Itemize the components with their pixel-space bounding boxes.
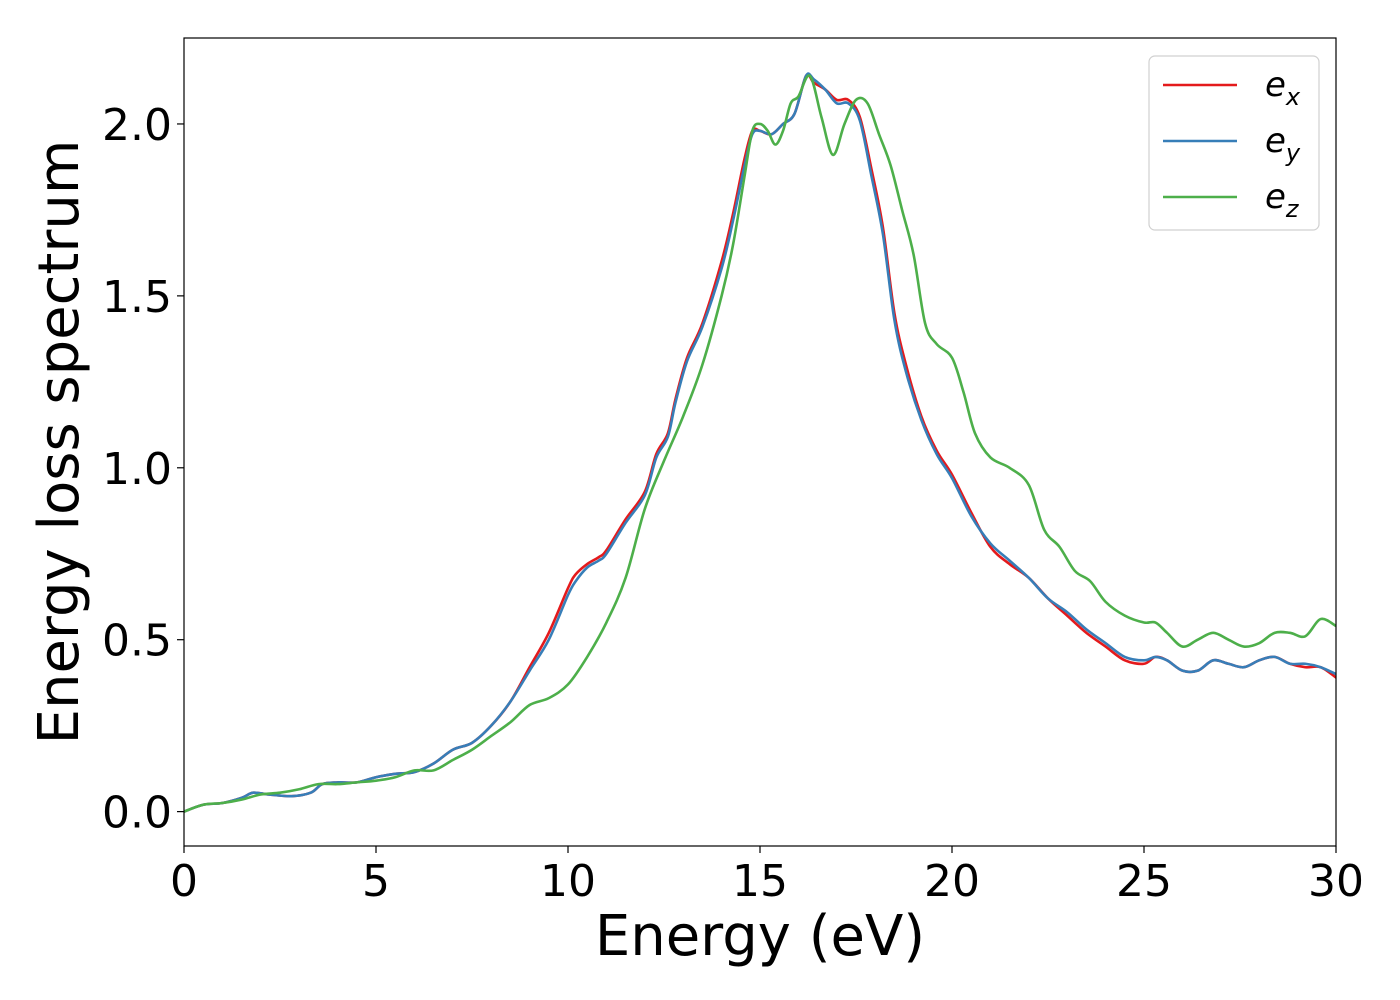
x-tick-label: 20 [924,856,980,907]
y-tick-label: 1.5 [102,272,172,323]
x-tick-label: 15 [732,856,788,907]
legend-label-subscript: z [1285,195,1300,223]
y-tick-label: 0.5 [102,616,172,667]
x-axis-label: Energy (eV) [595,904,925,969]
legend-label-base: e [1265,65,1286,105]
legend-label-subscript: x [1285,83,1301,111]
x-tick-label: 10 [540,856,596,907]
legend-label-base: e [1265,177,1286,217]
y-axis: 0.0 0.5 1.0 1.5 2.0 [102,100,184,839]
legend-label-y: ey [1265,121,1301,167]
series-line-z [184,74,1336,813]
y-tick-label: 2.0 [102,100,172,151]
y-axis-label: Energy loss spectrum [27,140,92,745]
y-tick-label: 0.0 [102,788,172,839]
x-axis: 0 5 10 15 20 25 30 [170,846,1364,907]
y-tick-label: 1.0 [102,444,172,495]
legend-label-z: ez [1265,177,1300,223]
x-tick-label: 25 [1116,856,1172,907]
legend-label-x: ex [1265,65,1301,111]
legend-label-base: e [1265,121,1286,161]
legend-box [1148,55,1320,231]
legend-label-subscript: y [1285,139,1301,167]
series-layer [184,72,1336,813]
x-tick-label: 0 [170,856,198,907]
x-tick-label: 5 [362,856,390,907]
x-tick-label: 30 [1308,856,1364,907]
